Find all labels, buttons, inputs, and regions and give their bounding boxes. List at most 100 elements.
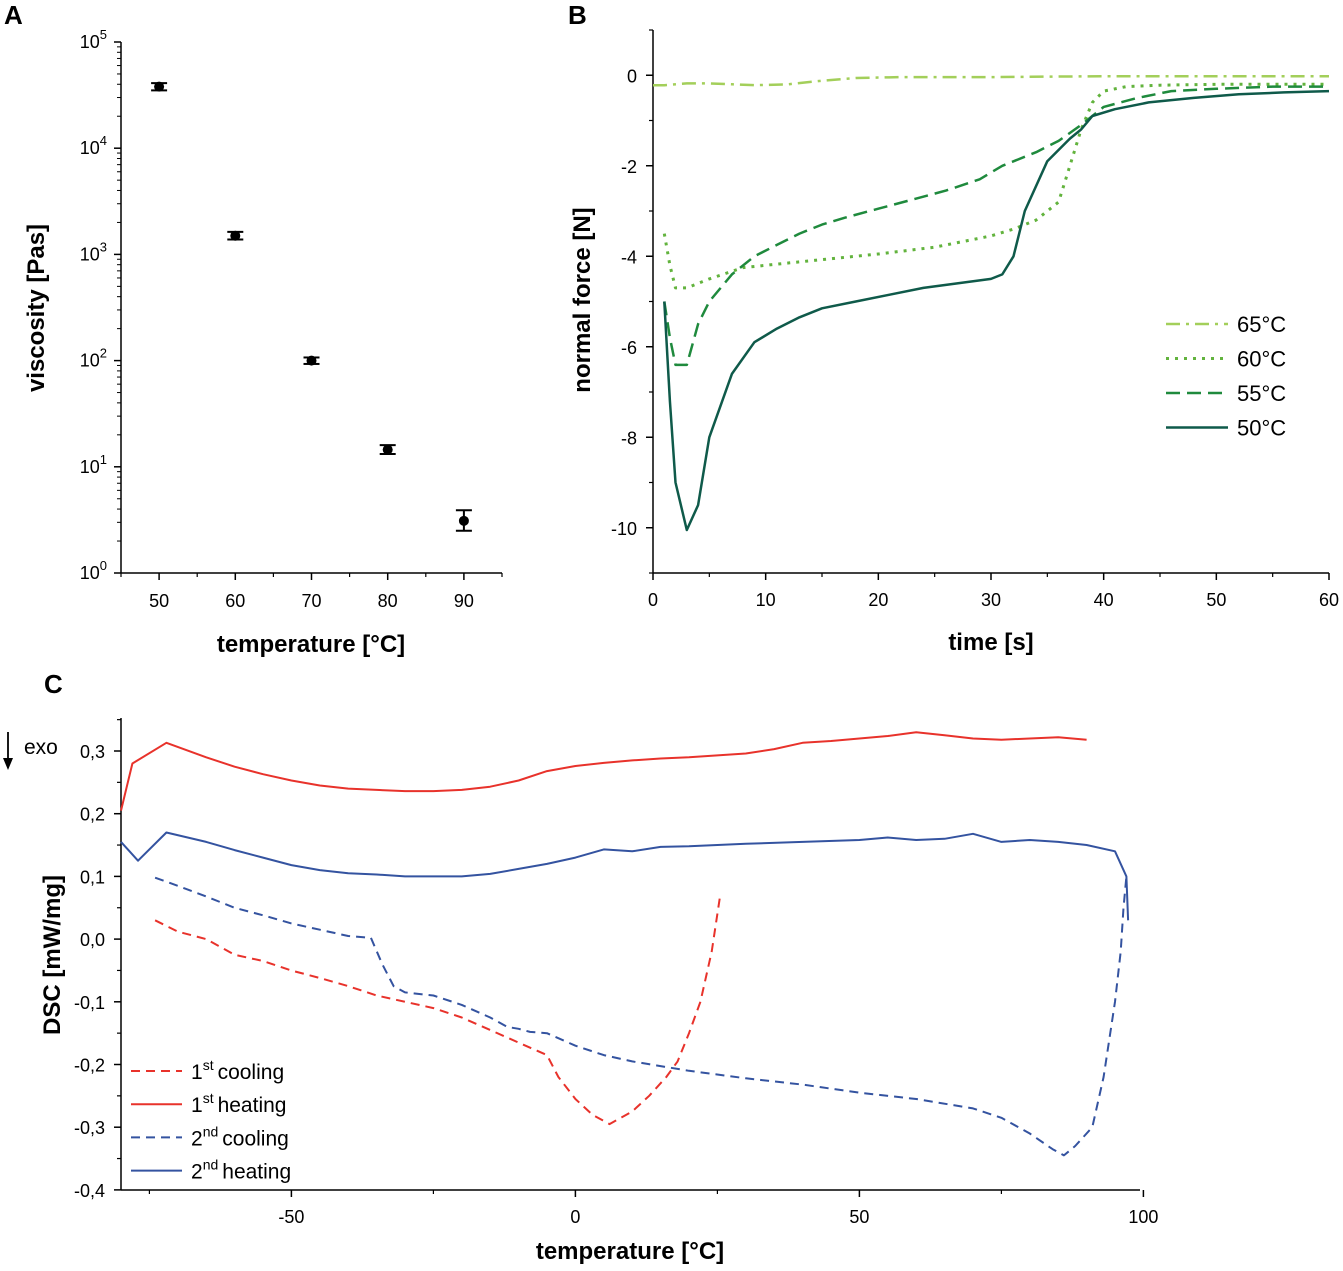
panel-label-a: A <box>4 0 23 30</box>
panel-b-legend-label: 55°C <box>1237 381 1286 406</box>
panel-a-x-tick-label: 50 <box>149 591 169 611</box>
panel-b-ticks: 0 10 20 30 40 50 60 0 -2 -4 -6 -8 -10 <box>611 29 1339 610</box>
panel-a-y-tick-label: 100 <box>80 558 107 583</box>
legend-ordinal: 1 <box>191 1061 203 1084</box>
panel-a-y-tick-base: 10 <box>80 32 100 52</box>
panel-c-series-line <box>154 895 722 1126</box>
panel-c-y-tick-label: 0,0 <box>80 930 105 950</box>
panel-a-y-tick-base: 10 <box>80 457 100 477</box>
legend-ordinal: 2 <box>191 1161 203 1184</box>
panel-a-y-tick-base: 10 <box>80 244 100 264</box>
legend-series-label: cooling <box>218 1061 285 1084</box>
legend-ordinal-suffix: st <box>203 1057 214 1073</box>
panel-c-series-line <box>154 876 1128 1157</box>
panel-a-y-tick-base: 10 <box>80 563 100 583</box>
panel-a-marker <box>382 444 393 455</box>
panel-label-c: C <box>44 669 63 699</box>
exo-arrowhead-icon <box>3 758 13 770</box>
panel-c-y-tick-label: 0,3 <box>80 742 105 762</box>
panel-c-y-tick-label: -0,3 <box>74 1118 105 1138</box>
panel-b-legend: 65°C 60°C 55°C 50°C <box>1166 312 1286 441</box>
panel-c-marks <box>120 731 1130 1157</box>
panel-b-x-tick-label: 0 <box>648 590 658 610</box>
legend-ordinal: 2 <box>191 1127 203 1150</box>
panel-a-y-tick-label: 105 <box>80 27 107 52</box>
panel-c-y-tick-label: -0,2 <box>74 1056 105 1076</box>
panel-a-y-tick-exp: 1 <box>100 452 107 467</box>
panel-a-marker <box>230 230 241 241</box>
panel-b-series-line <box>653 74 1329 87</box>
panel-b-y-tick-label: -4 <box>621 247 637 267</box>
panel-c-legend-label: 1st heating <box>191 1090 286 1117</box>
panel-c-x-tick-label: 0 <box>570 1207 580 1227</box>
panel-a-y-tick-label: 102 <box>80 346 107 371</box>
panel-b-legend-label: 65°C <box>1237 312 1286 337</box>
panel-c-legend-label: 2nd cooling <box>191 1123 289 1150</box>
panel-b-x-tick-label: 10 <box>756 590 776 610</box>
panel-label-b: B <box>568 0 587 30</box>
panel-c-ticks: -50 0 50 100 0,3 0,2 0,1 0,0 -0,1 -0,2 -0,3 -0,4 <box>74 719 1158 1227</box>
panel-c-series-line <box>120 831 1130 921</box>
panel-a-marker <box>458 515 469 526</box>
panel-b-y-tick-label: -2 <box>621 157 637 177</box>
panel-b-y-tick-label: 0 <box>627 66 637 86</box>
panel-a-y-tick-exp: 2 <box>100 346 107 361</box>
panel-b: B 0 10 20 30 40 50 60 0 -2 -4 -6 -8 -10 65°C 60°C 55°C… <box>568 0 1339 656</box>
panel-b-legend-label: 60°C <box>1237 347 1286 372</box>
legend-series-label: cooling <box>222 1127 289 1150</box>
panel-b-legend-label: 50°C <box>1237 416 1286 441</box>
legend-series-label: heating <box>218 1094 287 1117</box>
legend-series-label: heating <box>222 1161 291 1184</box>
panel-a-y-tick-exp: 5 <box>100 27 107 42</box>
panel-a-marker <box>154 81 165 92</box>
panel-a-x-axis-title: temperature [°C] <box>217 631 405 658</box>
panel-a-y-axis-title: viscosity [Pas] <box>23 224 50 392</box>
panel-b-series-line <box>663 85 1329 367</box>
legend-ordinal: 1 <box>191 1094 203 1117</box>
panel-b-y-tick-label: -8 <box>621 428 637 448</box>
panel-a-marker <box>306 355 317 366</box>
panel-c-y-tick-label: 0,2 <box>80 805 105 825</box>
panel-a-x-tick-label: 90 <box>454 591 474 611</box>
panel-a-y-tick-label: 103 <box>80 239 107 264</box>
panel-a-y-tick-exp: 3 <box>100 239 107 254</box>
panel-b-x-tick-label: 30 <box>981 590 1001 610</box>
panel-a-x-tick-label: 80 <box>378 591 398 611</box>
exo-label: exo <box>24 736 58 759</box>
panel-a-data-point <box>303 355 320 366</box>
panel-a-data-point <box>379 444 396 455</box>
panel-b-marks <box>653 74 1330 532</box>
panel-b-series-line <box>663 89 1330 532</box>
legend-ordinal-suffix: nd <box>203 1157 219 1173</box>
panel-a-y-tick-exp: 0 <box>100 558 107 573</box>
panel-b-x-tick-label: 40 <box>1094 590 1114 610</box>
panel-b-series-line <box>662 82 1329 290</box>
panel-a-y-tick-label: 104 <box>80 133 107 158</box>
panel-b-y-tick-label: -6 <box>621 338 637 358</box>
panel-a-data-point <box>227 230 244 241</box>
panel-a-x-tick-label: 70 <box>301 591 321 611</box>
panel-b-y-axis-title: normal force [N] <box>569 207 596 392</box>
panel-c-series-line <box>120 731 1087 811</box>
panel-b-x-axis-title: time [s] <box>948 629 1033 656</box>
panel-b-x-tick-label: 20 <box>868 590 888 610</box>
panel-c-x-tick-label: -50 <box>278 1207 304 1227</box>
panel-b-y-tick-label: -10 <box>611 519 637 539</box>
panel-c-y-axis-title: DSC [mW/mg] <box>39 875 66 1035</box>
panel-c-legend-label: 2nd heating <box>191 1157 291 1184</box>
panel-b-x-tick-label: 60 <box>1319 590 1339 610</box>
panel-a-y-tick-base: 10 <box>80 351 100 371</box>
panel-c-legend-label: 1st cooling <box>191 1057 284 1084</box>
panel-a-y-tick-label: 101 <box>80 452 107 477</box>
panel-b-x-tick-label: 50 <box>1206 590 1226 610</box>
panel-a-y-tick-base: 10 <box>80 138 100 158</box>
legend-ordinal-suffix: nd <box>203 1123 219 1139</box>
panel-a-data-point <box>151 81 168 92</box>
legend-ordinal-suffix: st <box>203 1090 214 1106</box>
panel-c-y-tick-label: -0,4 <box>74 1181 105 1201</box>
panel-c-x-tick-label: 100 <box>1128 1207 1158 1227</box>
